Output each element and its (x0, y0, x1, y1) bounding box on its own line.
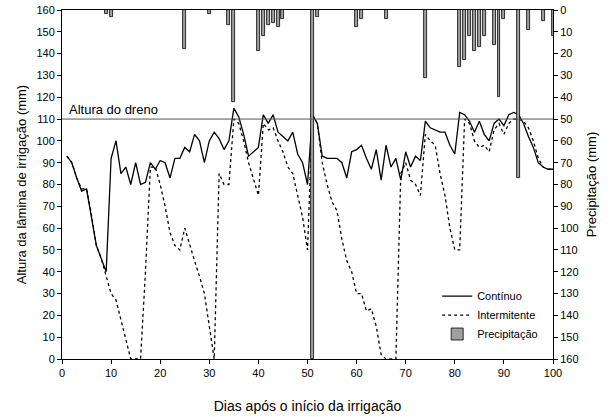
svg-text:140: 140 (36, 47, 54, 59)
svg-text:160: 160 (560, 353, 578, 365)
svg-text:10: 10 (43, 331, 55, 343)
svg-text:80: 80 (43, 178, 55, 190)
svg-text:150: 150 (36, 26, 54, 38)
svg-text:70: 70 (43, 200, 55, 212)
svg-text:60: 60 (560, 135, 572, 147)
svg-text:150: 150 (560, 331, 578, 343)
svg-text:160: 160 (36, 4, 54, 16)
svg-text:130: 130 (560, 287, 578, 299)
svg-text:50: 50 (43, 244, 55, 256)
svg-text:90: 90 (560, 200, 572, 212)
svg-text:100: 100 (36, 135, 54, 147)
svg-text:90: 90 (43, 157, 55, 169)
svg-text:90: 90 (498, 367, 510, 379)
svg-text:0: 0 (59, 367, 65, 379)
svg-text:60: 60 (350, 367, 362, 379)
svg-text:30: 30 (43, 287, 55, 299)
svg-text:Dias após o início da irrigaçã: Dias após o início da irrigação (214, 398, 402, 414)
svg-text:Altura da lâmina de irrigação: Altura da lâmina de irrigação (mm) (14, 85, 29, 284)
svg-text:30: 30 (560, 69, 572, 81)
svg-text:50: 50 (301, 367, 313, 379)
svg-text:80: 80 (560, 178, 572, 190)
svg-text:40: 40 (43, 266, 55, 278)
svg-text:80: 80 (449, 367, 461, 379)
svg-text:20: 20 (560, 47, 572, 59)
svg-text:100: 100 (544, 367, 562, 379)
svg-text:100: 100 (560, 222, 578, 234)
svg-text:30: 30 (203, 367, 215, 379)
svg-text:60: 60 (43, 222, 55, 234)
svg-text:120: 120 (36, 91, 54, 103)
svg-text:20: 20 (43, 309, 55, 321)
svg-text:Precipitação: Precipitação (477, 328, 538, 340)
svg-text:130: 130 (36, 69, 54, 81)
svg-text:120: 120 (560, 266, 578, 278)
svg-text:140: 140 (560, 309, 578, 321)
svg-text:10: 10 (560, 26, 572, 38)
svg-text:70: 70 (400, 367, 412, 379)
svg-text:Intermitente: Intermitente (477, 309, 535, 321)
svg-text:0: 0 (49, 353, 55, 365)
svg-text:0: 0 (560, 4, 566, 16)
svg-text:50: 50 (560, 113, 572, 125)
svg-text:Precipitação (mm): Precipitação (mm) (584, 132, 599, 237)
svg-text:20: 20 (154, 367, 166, 379)
svg-text:40: 40 (252, 367, 264, 379)
svg-text:110: 110 (37, 113, 55, 125)
svg-text:Altura do dreno: Altura do dreno (69, 102, 158, 117)
svg-text:10: 10 (105, 367, 117, 379)
svg-text:70: 70 (560, 157, 572, 169)
svg-text:40: 40 (560, 91, 572, 103)
svg-text:110: 110 (560, 244, 578, 256)
svg-text:Contínuo: Contínuo (477, 290, 522, 302)
